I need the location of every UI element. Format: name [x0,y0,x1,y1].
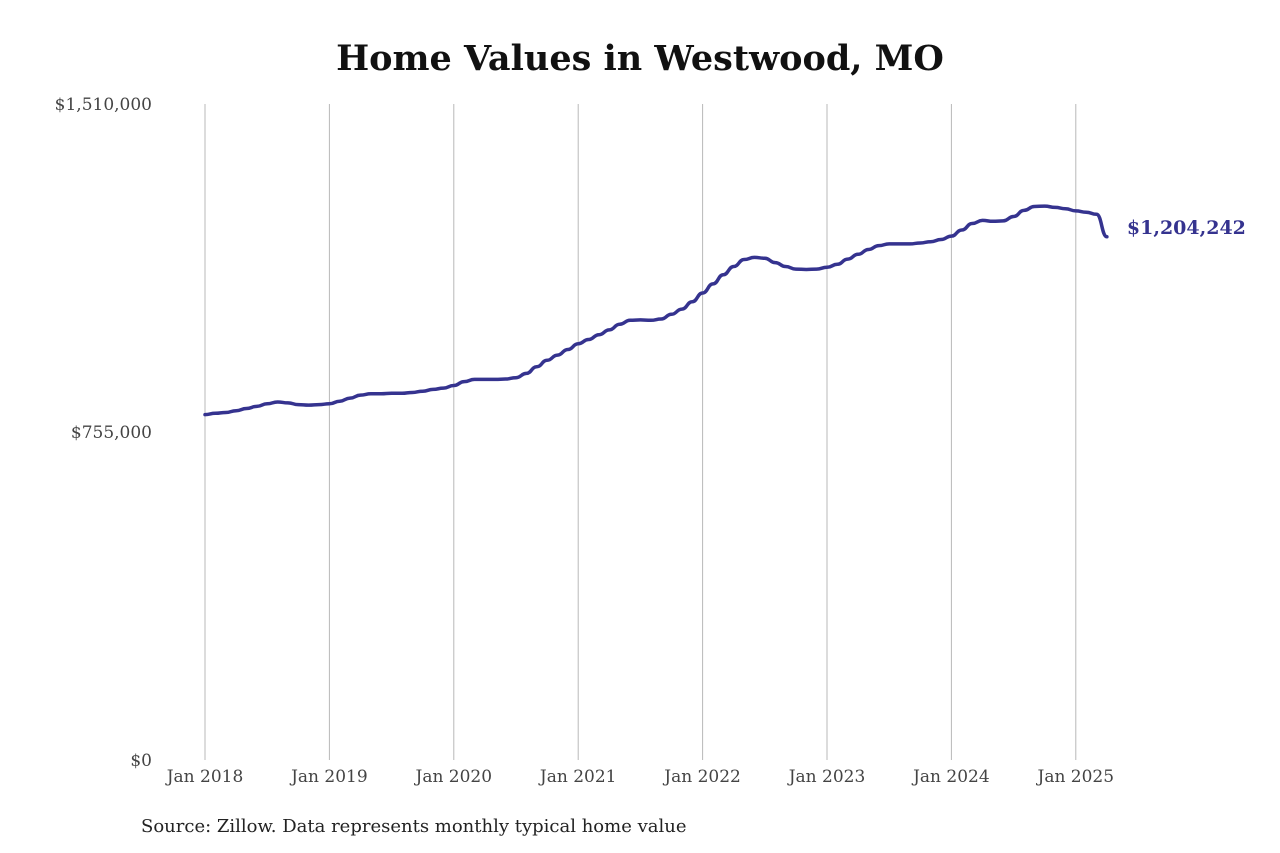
x-tick-label: Jan 2020 [414,767,493,787]
series-line [203,204,1109,417]
x-tick-label: Jan 2021 [538,767,617,787]
x-tick-label: Jan 2025 [1036,767,1115,787]
x-axis-ticks: Jan 2018 Jan 2019 Jan 2020 Jan 2021 Jan 2022… [165,767,1114,787]
y-tick-label: $1,510,000 [55,95,152,115]
end-value-label: $1,204,242 [1127,217,1246,239]
x-tick-label: Jan 2019 [289,767,368,787]
y-tick-label: $755,000 [71,423,152,443]
y-axis-ticks: $0 $755,000 $1,510,000 [55,95,152,771]
chart-title: Home Values in Westwood, MO [336,38,944,79]
source-note: Source: Zillow. Data represents monthly … [141,816,687,837]
y-tick-label: $0 [130,751,152,771]
grid-lines [204,104,1077,760]
x-tick-label: Jan 2022 [662,767,741,787]
x-tick-label: Jan 2024 [911,767,990,787]
x-tick-label: Jan 2023 [787,767,866,787]
x-tick-label: Jan 2018 [165,767,244,787]
